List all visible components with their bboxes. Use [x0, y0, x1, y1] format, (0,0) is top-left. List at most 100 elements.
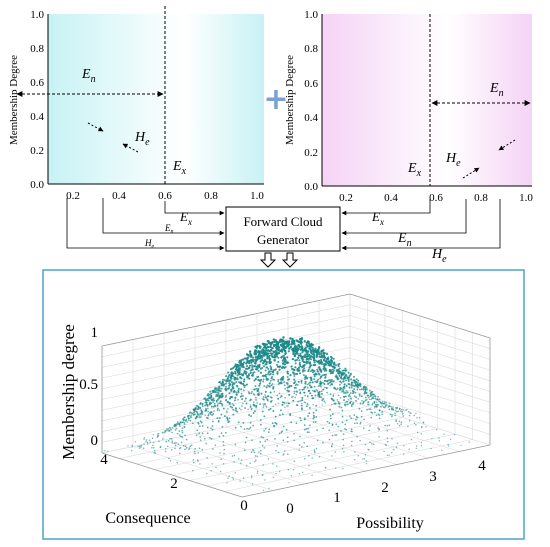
- cloud-drop: [259, 452, 262, 455]
- cloud-drop: [251, 448, 254, 451]
- cloud-drop: [254, 361, 257, 364]
- side-wall-grid-line: [349, 347, 491, 392]
- cloud-drop: [303, 441, 306, 444]
- cloud-drop: [238, 363, 242, 367]
- cloud-drop: [376, 404, 378, 407]
- cloud-drop: [319, 368, 322, 371]
- right-x-tick: 0.2: [339, 192, 353, 204]
- cloud-drop: [401, 410, 403, 413]
- cloud-drop: [314, 390, 317, 393]
- cloud-drop: [266, 345, 270, 349]
- left-he-arrow-in: [87, 122, 104, 132]
- cloud-drop: [378, 398, 381, 401]
- axis-edge: [101, 293, 351, 347]
- cloud-drop: [260, 358, 264, 362]
- cloud-drop: [361, 399, 363, 402]
- cloud-drop: [343, 396, 346, 399]
- cloud-drop: [371, 404, 374, 406]
- cloud-drop: [371, 443, 373, 445]
- cloud-drop: [449, 438, 452, 441]
- cloud-drop: [290, 421, 293, 424]
- cloud-drop: [179, 452, 181, 455]
- cloud-drop: [211, 425, 214, 427]
- cloud-drop: [339, 396, 342, 399]
- cloud-drop: [389, 405, 391, 408]
- cloud-drop: [306, 445, 309, 448]
- cloud-drop: [151, 437, 154, 439]
- cloud-drop: [306, 383, 309, 386]
- right-he-connector: [341, 199, 501, 251]
- axis-edge: [241, 444, 491, 498]
- cloud-drop: [246, 359, 249, 362]
- cloud-drop: [220, 402, 223, 405]
- cloud-drop: [312, 357, 315, 360]
- cloud-drop: [187, 419, 190, 421]
- cloud-drop: [145, 439, 148, 441]
- cloud-drop: [308, 343, 311, 346]
- cloud-drop: [197, 407, 200, 409]
- cloud-drop: [248, 428, 250, 430]
- cloud-drop: [244, 406, 246, 409]
- cloud-drop: [276, 465, 278, 467]
- cloud-drop: [276, 352, 279, 356]
- cloud-drop: [308, 382, 310, 385]
- cloud-drop: [293, 439, 296, 442]
- cloud-drop: [225, 394, 228, 397]
- cloud-drop: [200, 409, 203, 412]
- cloud-drop: [153, 446, 155, 449]
- cloud-drop: [364, 453, 367, 456]
- cloud-drop: [231, 384, 234, 386]
- cloud-drop: [386, 437, 389, 439]
- cloud-drop: [222, 444, 225, 447]
- left-x-tick: 0.6: [158, 190, 172, 202]
- cloud-drop: [331, 434, 334, 437]
- cloud-drop: [157, 435, 159, 437]
- cloud-drop: [228, 392, 231, 395]
- cloud-drop: [460, 444, 462, 447]
- cloud-drop: [249, 398, 252, 401]
- cloud-drop: [353, 395, 356, 397]
- cloud-drop: [197, 460, 199, 462]
- cloud-drop: [293, 390, 296, 393]
- cloud-drop: [357, 398, 360, 400]
- cloud-drop: [372, 443, 375, 445]
- cloud-drop: [371, 393, 374, 396]
- cloud-drop: [300, 337, 304, 340]
- cloud-drop: [341, 409, 344, 412]
- down-arrow-icon: [281, 252, 299, 268]
- cloud-drop: [293, 432, 295, 435]
- cloud-drop: [318, 394, 321, 396]
- cloud-drop: [292, 399, 295, 402]
- cloud-drop: [317, 392, 320, 395]
- cloud-drop: [278, 413, 281, 416]
- cloud-drop: [338, 402, 341, 405]
- cloud-drop: [281, 430, 284, 432]
- cloud-drop: [227, 371, 230, 374]
- cloud-drop: [358, 393, 361, 396]
- cloud-drop: [313, 416, 316, 419]
- cloud-drop: [229, 383, 232, 386]
- cloud-drop: [164, 431, 166, 434]
- cloud-drop: [270, 384, 273, 387]
- cloud-drop: [309, 392, 312, 395]
- cloud-drop: [258, 379, 261, 382]
- cloud-drop: [272, 405, 274, 407]
- cloud-drop: [254, 345, 257, 349]
- cloud-drop: [318, 396, 321, 399]
- cloud-drop: [203, 437, 206, 440]
- cloud-drop: [211, 420, 214, 423]
- cloud-drop: [430, 447, 432, 450]
- cloud-drop: [300, 381, 303, 384]
- cloud-drop: [245, 362, 248, 365]
- cloud-drop: [330, 361, 333, 364]
- cloud-drop: [400, 421, 403, 424]
- cloud-drop: [333, 362, 336, 365]
- cloud-drop: [315, 415, 318, 418]
- cloud-drop: [268, 358, 271, 361]
- cloud-drop: [384, 401, 386, 403]
- cloud-drop: [195, 410, 198, 413]
- cloud-drop: [328, 360, 331, 363]
- cloud-drop: [295, 422, 298, 424]
- cloud-drop: [386, 429, 389, 432]
- cloud-drop: [272, 385, 275, 389]
